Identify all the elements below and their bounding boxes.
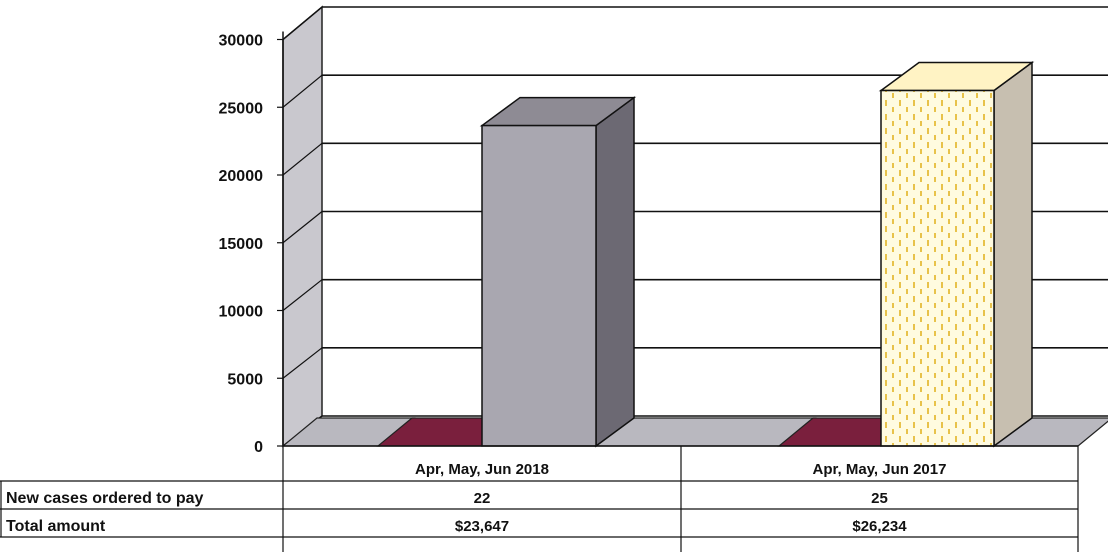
bar-side bbox=[993, 61, 1033, 448]
table-cell: 22 bbox=[474, 490, 491, 507]
x-category-label: Apr, May, Jun 2017 bbox=[813, 461, 947, 478]
table-cell: 25 bbox=[871, 490, 888, 507]
bars bbox=[281, 61, 1108, 448]
bar bbox=[880, 89, 995, 447]
gridline-diagonal bbox=[282, 6, 323, 40]
bar-side bbox=[595, 96, 635, 448]
bar bbox=[481, 124, 597, 447]
gridline-diagonal bbox=[282, 74, 323, 108]
gridline-diagonal bbox=[282, 279, 323, 311]
y-axis-ticks: 0 5000 10000 15000 20000 25000 30000 bbox=[219, 33, 283, 456]
table-cell: $23,647 bbox=[455, 518, 509, 535]
gridline-diagonal bbox=[282, 211, 323, 244]
table-row-header: New cases ordered to pay bbox=[6, 490, 204, 507]
y-tick-label: 20000 bbox=[219, 168, 264, 185]
y-tick-label: 25000 bbox=[219, 100, 264, 117]
y-tick-label: 0 bbox=[254, 439, 263, 456]
gridline-diagonal bbox=[282, 347, 323, 379]
y-tick-label: 30000 bbox=[219, 33, 264, 50]
y-tick-label: 15000 bbox=[219, 236, 264, 253]
gridline-diagonal bbox=[282, 142, 323, 176]
y-tick-label: 10000 bbox=[219, 304, 264, 321]
table-cell: $26,234 bbox=[852, 518, 907, 535]
y-tick-label: 5000 bbox=[227, 371, 263, 388]
data-table: Apr, May, Jun 2018 Apr, May, Jun 2017 New … bbox=[0, 445, 1079, 552]
x-category-label: Apr, May, Jun 2018 bbox=[415, 461, 549, 478]
table-row-header: Total amount bbox=[6, 518, 106, 535]
